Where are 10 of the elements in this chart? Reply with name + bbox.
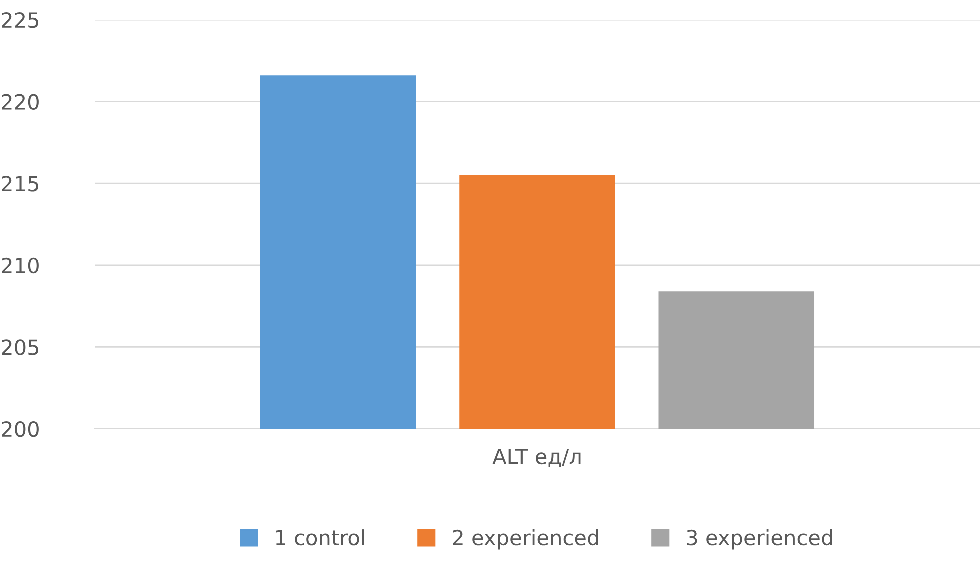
y-tick-label: 200: [2, 421, 39, 438]
y-tick-label: 225: [2, 12, 38, 28]
legend-label: 2 experienced: [453, 530, 598, 550]
legend-label: 1 control: [276, 530, 364, 546]
legend-label: 3 experienced: [687, 530, 832, 550]
y-tick-label: 215: [2, 176, 38, 192]
y-tick-label: 220: [2, 94, 39, 110]
y-tick-label: 205: [2, 340, 38, 356]
y-tick-label: 210: [2, 258, 39, 274]
x-tick-label: ALT ед/л: [492, 449, 581, 468]
